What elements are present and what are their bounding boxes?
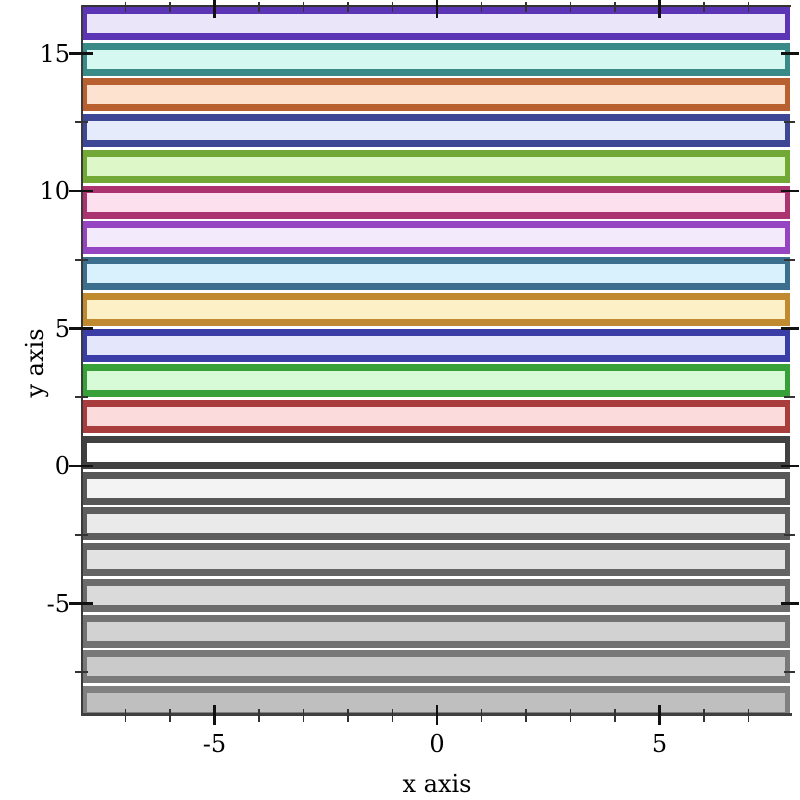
x-minor-tick-top bbox=[124, 2, 127, 12]
x-major-tick-bottom bbox=[658, 705, 661, 725]
band-span-3 bbox=[81, 114, 790, 147]
top-spine bbox=[80, 5, 791, 7]
band-span-1 bbox=[81, 42, 790, 76]
band-span-13 bbox=[81, 471, 790, 505]
y-minor-tick-left bbox=[75, 533, 88, 536]
x-minor-tick-top bbox=[302, 2, 305, 12]
y-major-tick-left bbox=[69, 327, 93, 330]
x-major-tick-bottom bbox=[213, 705, 216, 725]
band-span-6 bbox=[81, 221, 790, 255]
band-span-8 bbox=[81, 292, 790, 326]
x-minor-tick-bottom bbox=[703, 709, 705, 722]
x-minor-tick-top bbox=[569, 2, 572, 12]
x-minor-tick-top bbox=[480, 2, 483, 12]
band-span-15 bbox=[81, 543, 790, 576]
band-span-12 bbox=[81, 435, 790, 469]
y-major-tick-right bbox=[781, 52, 799, 55]
band-span-5 bbox=[81, 185, 790, 219]
x-axis-label: x axis bbox=[402, 770, 472, 798]
band-span-14 bbox=[81, 507, 790, 541]
y-minor-tick-left bbox=[75, 121, 88, 124]
y-major-tick-left bbox=[69, 464, 93, 468]
x-minor-tick-bottom bbox=[347, 709, 349, 722]
x-minor-tick-top bbox=[347, 2, 349, 12]
y-tick-label: 5 bbox=[54, 314, 70, 343]
x-minor-tick-bottom bbox=[480, 709, 483, 722]
x-tick-label: -5 bbox=[202, 730, 227, 758]
band-span-7 bbox=[81, 257, 790, 290]
x-tick-label: 5 bbox=[651, 730, 668, 758]
x-minor-tick-bottom bbox=[569, 709, 572, 722]
y-minor-tick-left bbox=[75, 671, 88, 674]
x-minor-tick-bottom bbox=[258, 709, 260, 722]
x-major-tick-bottom bbox=[435, 705, 439, 725]
x-minor-tick-bottom bbox=[525, 709, 527, 722]
y-minor-tick-right bbox=[784, 396, 795, 399]
band-span-11 bbox=[81, 400, 790, 433]
x-minor-tick-top bbox=[703, 2, 705, 12]
y-major-tick-right bbox=[781, 189, 799, 193]
x-major-tick-top bbox=[435, 0, 439, 18]
x-major-tick-top bbox=[213, 0, 216, 18]
x-minor-tick-top bbox=[525, 2, 527, 12]
y-axis-label: y axis bbox=[21, 328, 49, 398]
y-major-tick-left bbox=[69, 52, 93, 55]
y-minor-tick-right bbox=[784, 258, 795, 261]
band-span-2 bbox=[81, 78, 790, 112]
y-major-tick-right bbox=[781, 602, 799, 605]
x-minor-tick-bottom bbox=[169, 709, 171, 722]
y-major-tick-right bbox=[781, 464, 799, 468]
y-minor-tick-right bbox=[784, 671, 795, 674]
band-span-9 bbox=[81, 328, 790, 362]
band-span-16 bbox=[81, 578, 790, 612]
left-spine bbox=[80, 5, 83, 715]
x-minor-tick-bottom bbox=[747, 709, 750, 722]
x-minor-tick-bottom bbox=[302, 709, 305, 722]
band-span-4 bbox=[81, 149, 790, 183]
band-span-19 bbox=[81, 686, 790, 714]
x-minor-tick-bottom bbox=[124, 709, 127, 722]
y-minor-tick-left bbox=[75, 396, 88, 399]
plot-area bbox=[81, 6, 790, 714]
y-minor-tick-right bbox=[784, 533, 795, 536]
y-tick-label: 10 bbox=[39, 177, 70, 205]
x-tick-label: 0 bbox=[429, 730, 445, 758]
x-minor-tick-top bbox=[169, 2, 171, 12]
y-tick-label: 0 bbox=[54, 452, 70, 480]
y-minor-tick-right bbox=[784, 121, 795, 124]
y-major-tick-right bbox=[781, 327, 799, 330]
y-tick-label: 15 bbox=[39, 39, 70, 68]
x-minor-tick-bottom bbox=[614, 709, 616, 722]
band-span-0 bbox=[81, 6, 790, 40]
y-major-tick-left bbox=[69, 189, 93, 193]
x-major-tick-top bbox=[658, 0, 661, 18]
band-span-18 bbox=[81, 650, 790, 684]
x-minor-tick-top bbox=[258, 2, 260, 12]
y-tick-label: -5 bbox=[46, 589, 70, 618]
x-minor-tick-bottom bbox=[391, 709, 394, 722]
x-minor-tick-top bbox=[747, 2, 750, 12]
y-major-tick-left bbox=[69, 602, 93, 605]
x-minor-tick-top bbox=[391, 2, 394, 12]
band-span-10 bbox=[81, 364, 790, 398]
band-span-17 bbox=[81, 614, 790, 648]
x-minor-tick-top bbox=[614, 2, 616, 12]
y-minor-tick-left bbox=[75, 258, 88, 261]
